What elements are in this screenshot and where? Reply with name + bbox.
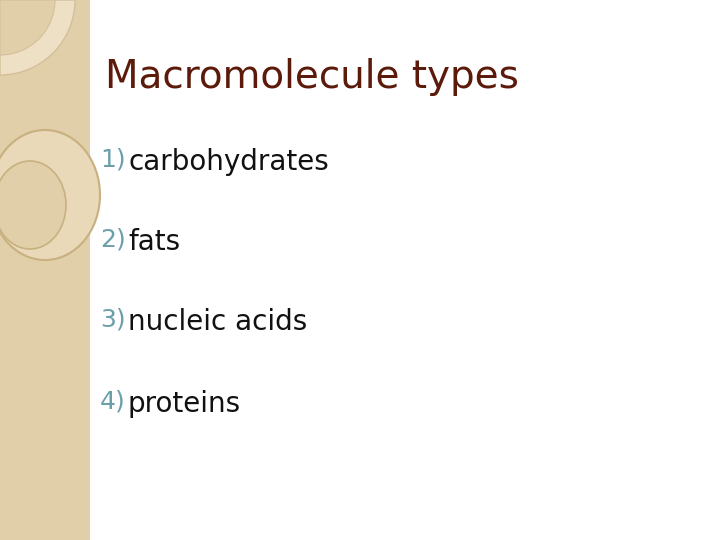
Wedge shape bbox=[0, 0, 55, 55]
Text: proteins: proteins bbox=[128, 390, 241, 418]
Text: carbohydrates: carbohydrates bbox=[128, 148, 329, 176]
Text: 1): 1) bbox=[100, 148, 125, 172]
Text: 4): 4) bbox=[100, 390, 126, 414]
Text: fats: fats bbox=[128, 228, 180, 256]
Text: 2): 2) bbox=[100, 228, 126, 252]
Text: nucleic acids: nucleic acids bbox=[128, 308, 307, 336]
Ellipse shape bbox=[0, 130, 100, 260]
Bar bbox=[0, 0, 90, 540]
Ellipse shape bbox=[0, 161, 66, 249]
Text: 3): 3) bbox=[100, 308, 125, 332]
Text: Macromolecule types: Macromolecule types bbox=[105, 58, 519, 96]
Wedge shape bbox=[0, 0, 75, 75]
